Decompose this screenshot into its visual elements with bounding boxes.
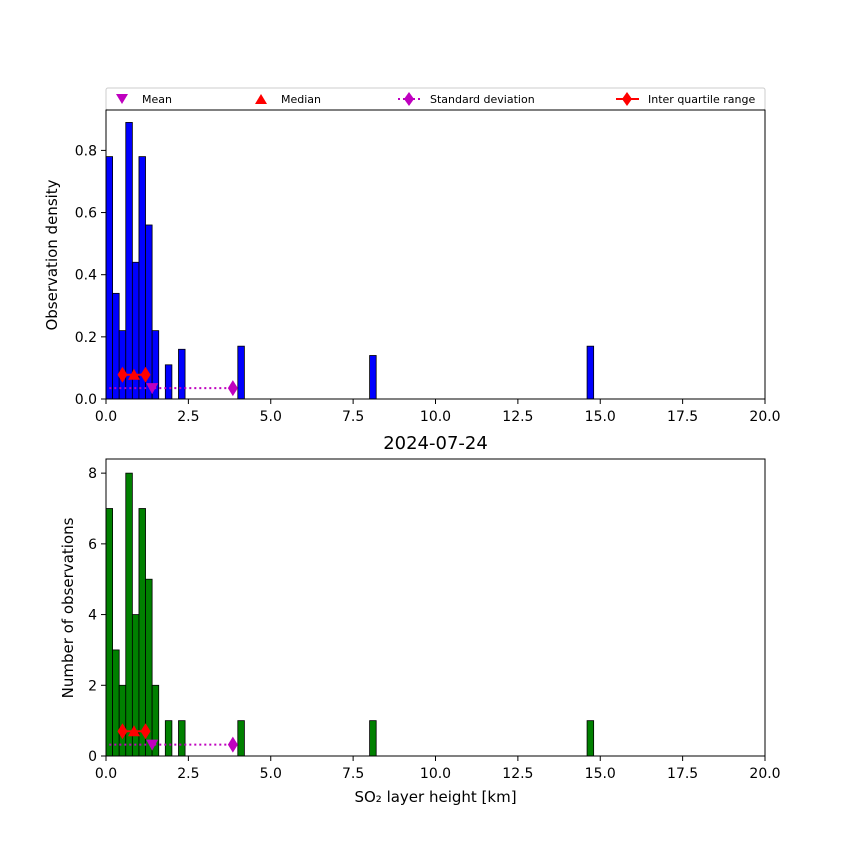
density-x-tick-label: 2.5 (177, 409, 199, 425)
count-x-tick-label: 0.0 (95, 766, 117, 782)
density-bar (138, 156, 146, 400)
count-y-ticks: 0 2 4 6 8 (88, 466, 106, 765)
legend-entry-std: Standard deviation (398, 92, 535, 106)
count-x-tick-label: 15.0 (585, 766, 616, 782)
count-bar (178, 720, 186, 757)
count-x-tick-label: 17.5 (667, 766, 698, 782)
density-statistics-markers (109, 366, 238, 397)
density-bar (125, 122, 133, 400)
density-bar (105, 156, 113, 400)
count-bar (105, 508, 113, 757)
density-y-tick-label: 0.4 (75, 268, 97, 284)
count-x-tick-label: 10.0 (420, 766, 451, 782)
count-histogram-title: 2024-07-24 (383, 433, 488, 454)
density-bar (237, 345, 245, 400)
density-bar (586, 345, 595, 400)
density-bar (164, 364, 173, 400)
count-histogram-panel: 2024-07-24 0.0 2.5 5.0 7.5 10.0 12.5 15.0 17.5 2… (59, 433, 781, 806)
density-y-tick-label: 0.0 (75, 392, 97, 408)
count-y-tick-label: 0 (88, 749, 97, 765)
count-iqr-high-marker (140, 723, 151, 740)
count-bar (369, 720, 377, 757)
density-x-tick-label: 7.5 (342, 409, 364, 425)
iqr-diamond-icon (622, 92, 632, 106)
count-statistics-markers (109, 723, 238, 753)
density-y-axis-label: Observation density (43, 179, 61, 330)
density-x-tick-label: 20.0 (749, 409, 780, 425)
count-y-axis-label: Number of observations (59, 517, 77, 698)
density-histogram-panel: 0.0 2.5 5.0 7.5 10.0 12.5 15.0 17.5 20.0 0.00.20… (43, 109, 781, 425)
legend-label-median: Median (281, 93, 321, 106)
density-x-tick-label: 12.5 (502, 409, 533, 425)
count-bar (586, 720, 595, 757)
count-x-ticks: 0.0 2.5 5.0 7.5 10.0 12.5 15.0 17.5 20.0 (95, 756, 781, 782)
density-median-marker (128, 368, 141, 380)
mean-marker-icon (116, 94, 128, 104)
legend-entry-mean: Mean (116, 93, 172, 106)
legend-entry-median: Median (255, 93, 321, 106)
legend-label-std: Standard deviation (430, 93, 535, 106)
std-diamond-icon (404, 92, 414, 106)
count-mean-marker (146, 739, 159, 751)
density-bar (112, 292, 120, 400)
count-x-tick-label: 20.0 (749, 766, 780, 782)
count-y-tick-label: 8 (88, 466, 97, 482)
count-y-tick-label: 2 (88, 678, 97, 694)
count-bar (138, 508, 146, 757)
count-bar (164, 720, 173, 757)
density-x-tick-label: 0.0 (95, 409, 117, 425)
count-x-axis-label: SO₂ layer height [km] (354, 788, 516, 806)
median-marker-icon (255, 94, 267, 104)
density-bar (178, 348, 186, 400)
count-iqr-low-marker (117, 723, 128, 740)
density-mean-marker (146, 383, 159, 395)
legend: Mean Median Standard deviation Inter qua… (105, 87, 766, 111)
density-y-tick-label: 0.8 (75, 143, 97, 159)
count-bar (125, 472, 133, 757)
density-x-tick-label: 15.0 (585, 409, 616, 425)
density-y-tick-label: 0.2 (75, 330, 97, 346)
count-x-tick-label: 5.0 (260, 766, 282, 782)
count-bar (237, 720, 245, 757)
density-y-ticks: 0.0 0.2 0.4 0.6 0.8 (75, 143, 106, 408)
density-x-tick-label: 5.0 (260, 409, 282, 425)
count-std-marker (227, 736, 238, 753)
legend-label-iqr: Inter quartile range (648, 93, 755, 106)
count-y-tick-label: 6 (88, 537, 97, 553)
legend-label-mean: Mean (142, 93, 172, 106)
density-x-tick-label: 10.0 (420, 409, 451, 425)
count-y-tick-label: 4 (88, 608, 97, 624)
density-bars (105, 122, 595, 400)
density-iqr-high-marker (140, 366, 151, 383)
count-median-marker (128, 725, 141, 737)
count-bar (112, 649, 120, 757)
legend-entry-iqr: Inter quartile range (616, 92, 755, 106)
count-x-tick-label: 12.5 (502, 766, 533, 782)
density-y-tick-label: 0.6 (75, 206, 97, 222)
density-x-ticks: 0.0 2.5 5.0 7.5 10.0 12.5 15.0 17.5 20.0 (95, 399, 781, 425)
density-x-tick-label: 17.5 (667, 409, 698, 425)
density-iqr-low-marker (117, 366, 128, 383)
count-x-tick-label: 2.5 (177, 766, 199, 782)
count-x-tick-label: 7.5 (342, 766, 364, 782)
density-bar (369, 355, 377, 400)
density-std-marker (227, 380, 238, 397)
